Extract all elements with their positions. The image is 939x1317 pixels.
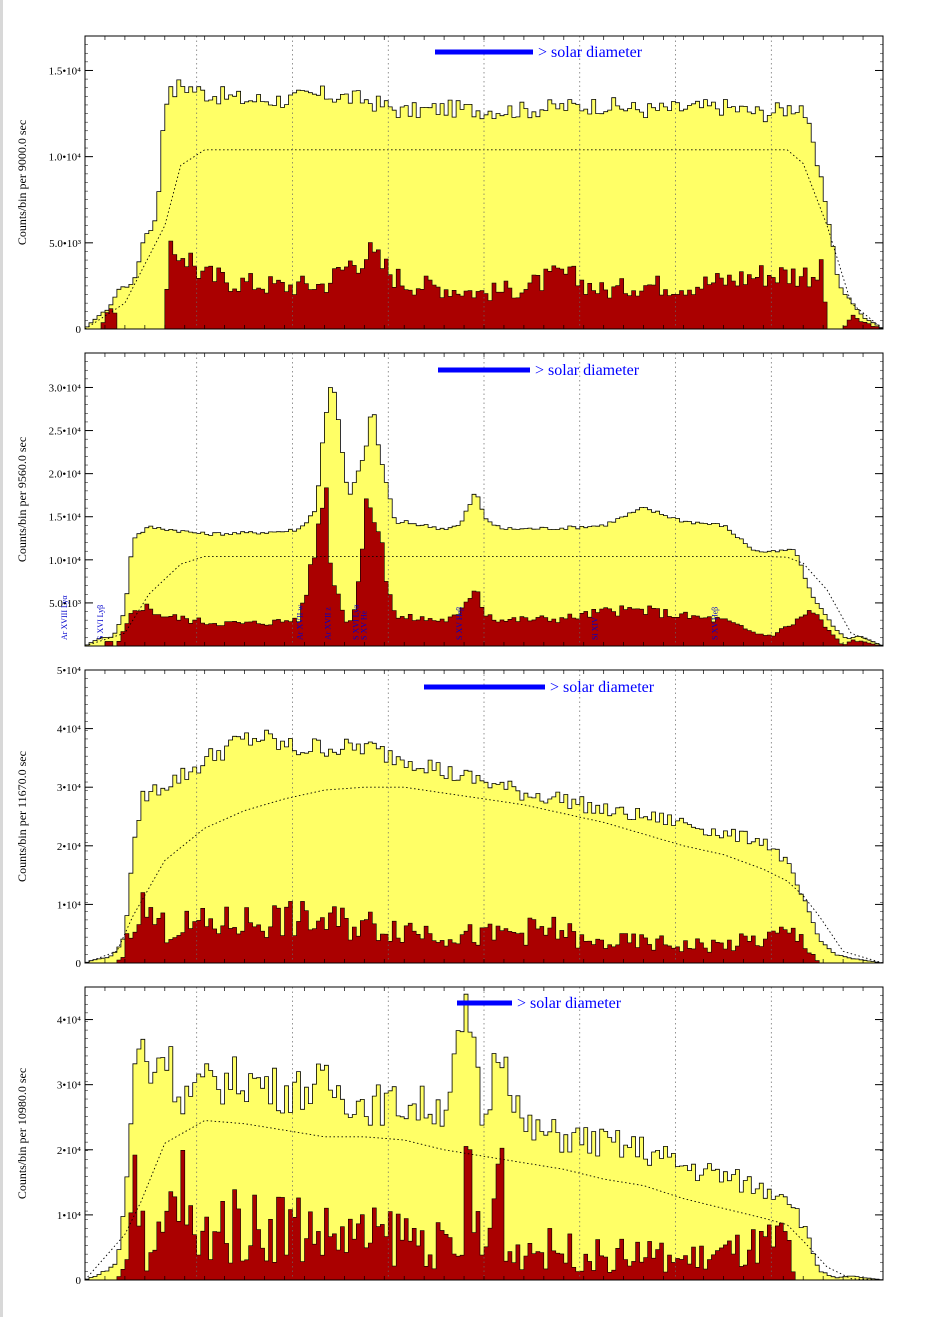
y-tick-label: 2•10⁴	[57, 1145, 81, 1157]
y-tick-label: 5•10⁴	[57, 665, 81, 677]
low-energy-histogram	[85, 1146, 883, 1281]
y-axis-label: Counts/bin per 11670.0 sec	[15, 751, 29, 882]
spectral-line-label: S XVI Lyα	[351, 604, 360, 640]
spectral-line-label: Ar XVIII Lyα	[60, 595, 69, 640]
y-tick-label: 1.5•10⁴	[49, 65, 82, 77]
legend-label: > solar diameter	[535, 362, 640, 379]
panel-1: 0 5.0•10³ 1.0•10⁴ 1.5•10⁴ Counts/bin per 900…	[15, 35, 884, 336]
y-tick-label: 1•10⁴	[57, 899, 81, 911]
y-tick-label: 1•10⁴	[57, 1210, 81, 1222]
legend-label: > solar diameter	[517, 995, 622, 1012]
panel-2: 5.0•10³ 1.0•10⁴ 1.5•10⁴ 2.0•10⁴ 2.5•10⁴ 3.0•1…	[15, 352, 884, 647]
model-curve	[84, 1120, 884, 1281]
y-tick-label: 1.5•10⁴	[49, 512, 82, 524]
legend-label: > solar diameter	[550, 679, 655, 696]
spectral-line-label: Ar XVII z	[323, 607, 332, 640]
y-tick-label: 1.0•10⁴	[49, 152, 82, 164]
y-tick-label: 5.0•10³	[49, 238, 82, 250]
spectral-line-label: S XV Heβ	[455, 607, 464, 640]
model-curve	[84, 555, 884, 647]
y-tick-label: 0	[76, 1275, 82, 1287]
y-tick-label: 3•10⁴	[57, 782, 81, 794]
spectral-line-label: S XV He	[359, 610, 368, 640]
spectral-line-label: S XV Heβ	[710, 607, 719, 640]
y-tick-label: 2•10⁴	[57, 841, 81, 853]
y-axis-label: Counts/bin per 10980.0 sec	[15, 1068, 29, 1199]
y-tick-label: 2.5•10⁴	[49, 426, 82, 438]
low-energy-histogram	[85, 240, 884, 330]
y-tick-label: 0	[76, 324, 82, 336]
spectral-line-label: S XVI Lyβ	[96, 605, 105, 640]
model-curve	[84, 149, 884, 330]
y-tick-label: 3•10⁴	[57, 1080, 81, 1092]
y-tick-label: 2.0•10⁴	[49, 469, 82, 481]
spectral-line-label: Ar XVII w	[295, 605, 304, 640]
spectral-line-label: Si XIV	[591, 617, 600, 640]
y-tick-label: 5.0•10³	[49, 598, 82, 610]
y-tick-label: 4•10⁴	[57, 724, 81, 736]
legend-label: > solar diameter	[538, 44, 643, 61]
y-tick-label: 3.0•10⁴	[49, 382, 82, 394]
total-counts-histogram	[84, 79, 884, 330]
total-counts-histogram	[84, 387, 884, 647]
panel-3: 0 1•10⁴ 2•10⁴ 3•10⁴ 4•10⁴ 5•10⁴ Counts/bin per…	[15, 665, 884, 970]
y-tick-label: 4•10⁴	[57, 1015, 81, 1027]
y-tick-label: 1.0•10⁴	[49, 555, 82, 567]
y-tick-label: 0	[76, 958, 82, 970]
y-axis-label: Counts/bin per 9000.0 sec	[15, 120, 29, 245]
panel-4: 0 1•10⁴ 2•10⁴ 3•10⁴ 4•10⁴ Counts/bin per 1098…	[15, 986, 884, 1287]
y-axis-label: Counts/bin per 9560.0 sec	[15, 437, 29, 562]
